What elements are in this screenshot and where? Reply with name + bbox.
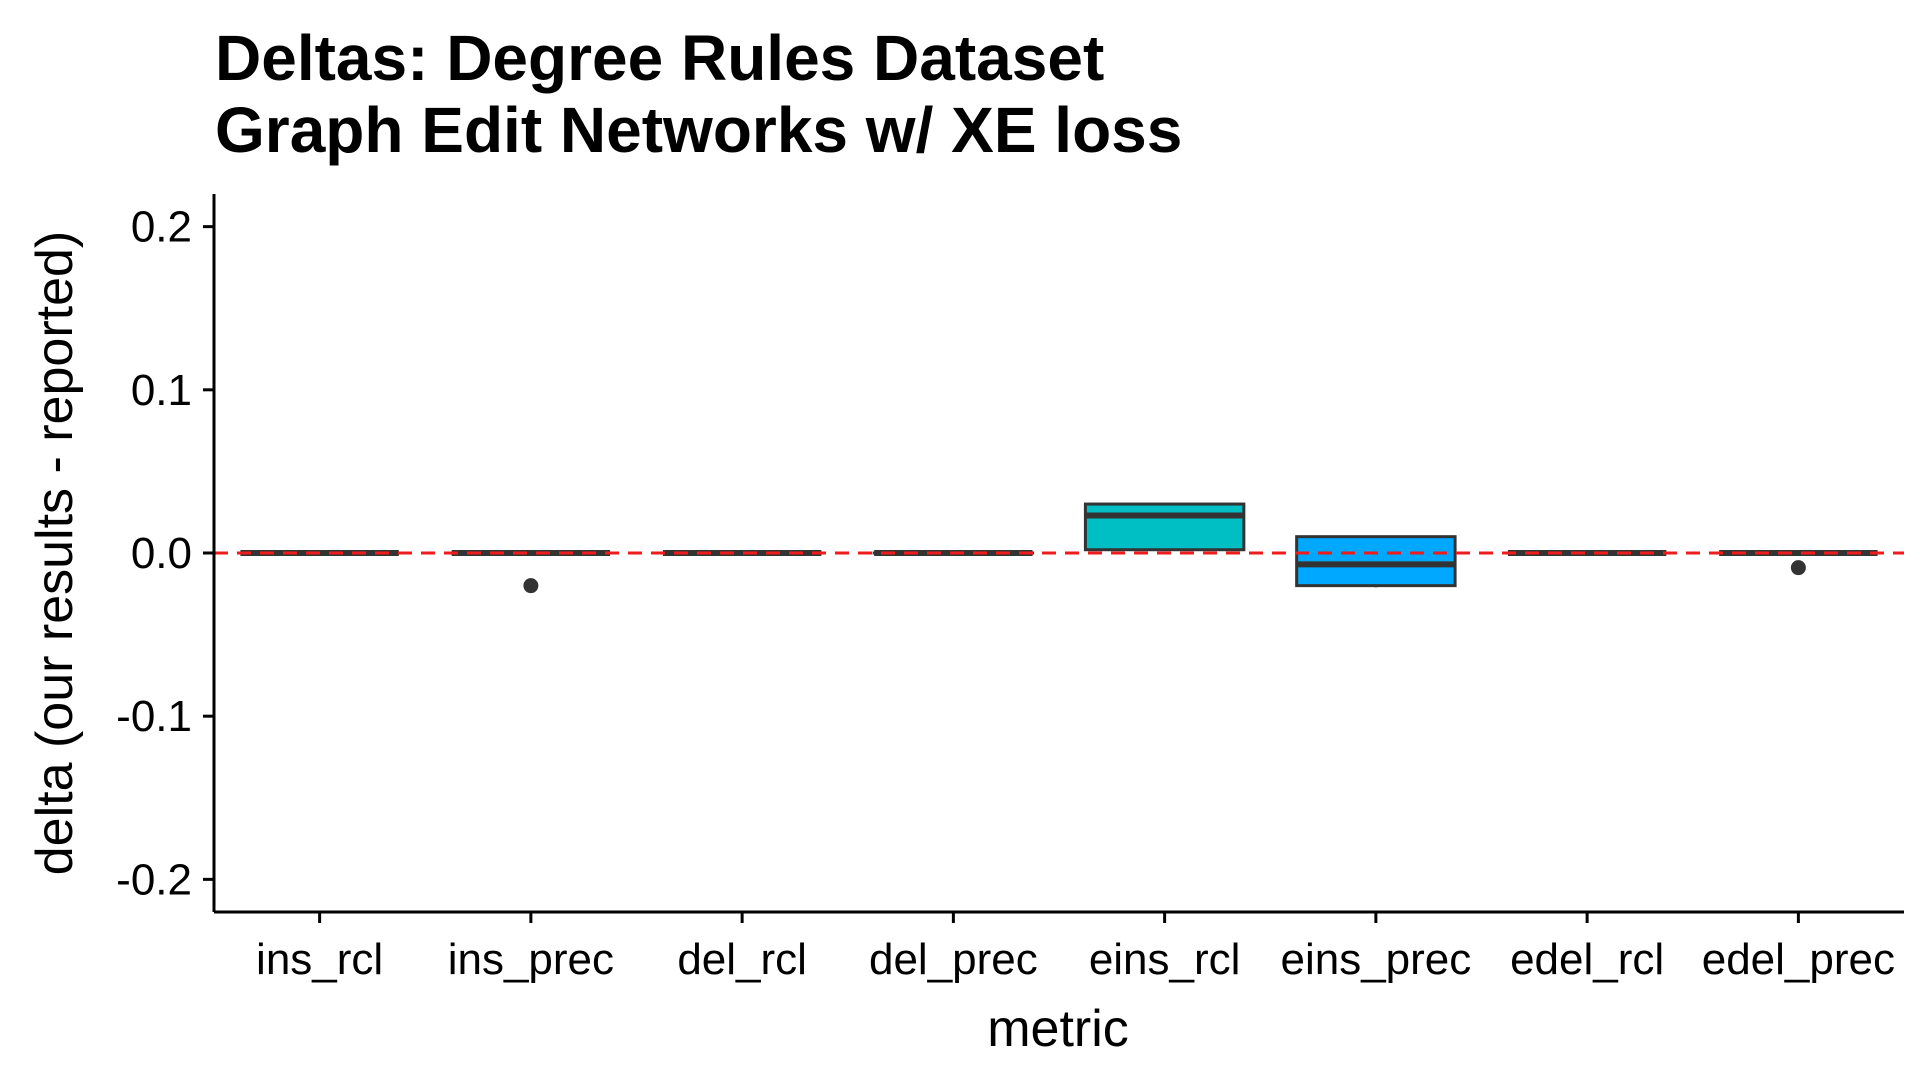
y-tick-label: 0.2 xyxy=(131,203,192,252)
x-tick-label: edel_rcl xyxy=(1510,935,1664,984)
y-tick-label: 0.1 xyxy=(131,366,192,415)
outlier-point xyxy=(1790,560,1806,576)
chart-title-line-2: Graph Edit Networks w/ XE loss xyxy=(215,94,1182,166)
x-tick-label: edel_prec xyxy=(1702,935,1895,984)
axes: -0.2 -0.1 0.0 0.1 0.2 ins_rcl ins_prec del_rcl d… xyxy=(116,194,1904,984)
y-tick-label: 0.0 xyxy=(131,529,192,578)
plot-area xyxy=(214,502,1904,594)
x-tick-label: ins_rcl xyxy=(256,935,383,984)
chart-title: Deltas: Degree Rules Dataset Graph Edit … xyxy=(215,22,1182,166)
chart-title-line-1: Deltas: Degree Rules Dataset xyxy=(215,22,1104,94)
box-eins_prec xyxy=(1295,535,1457,588)
box-ins_prec xyxy=(450,550,612,594)
x-tick-label: del_prec xyxy=(869,935,1038,984)
box-edel_prec xyxy=(1717,550,1880,576)
y-tick-label: -0.1 xyxy=(116,692,192,741)
y-axis-title: delta (our results - reported) xyxy=(26,231,84,876)
box-body xyxy=(1295,535,1457,588)
x-tick-label: ins_prec xyxy=(448,935,614,984)
x-tick-label: eins_rcl xyxy=(1089,935,1241,984)
box-eins_rcl xyxy=(1083,502,1246,552)
outlier-point xyxy=(523,578,539,594)
y-tick-label: -0.2 xyxy=(116,855,192,904)
box-body xyxy=(1083,502,1246,552)
x-tick-label: del_rcl xyxy=(677,935,807,984)
x-tick-label: eins_prec xyxy=(1280,935,1471,984)
x-axis-title: metric xyxy=(987,1000,1129,1058)
